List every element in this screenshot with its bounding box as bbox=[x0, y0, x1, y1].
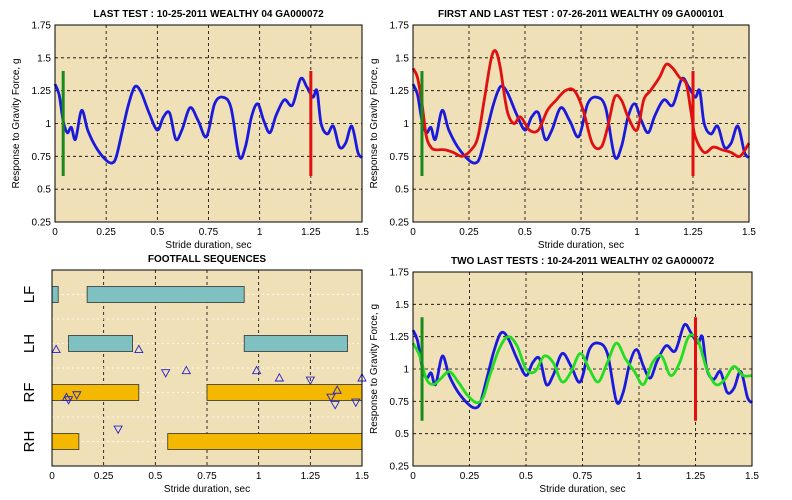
y-tick-label: 1.25 bbox=[390, 332, 410, 343]
series-line bbox=[411, 49, 751, 159]
y-tick-label: 0.25 bbox=[390, 462, 410, 473]
x-axis-label: Stride duration, sec bbox=[165, 240, 251, 251]
footfall-bar bbox=[51, 286, 59, 303]
x-tick-label: 1 bbox=[257, 227, 263, 238]
triangle-up-marker bbox=[274, 372, 285, 382]
x-tick-label: 1.5 bbox=[355, 227, 369, 238]
x-tick-label: 0.25 bbox=[459, 227, 479, 238]
triangle-down-marker bbox=[72, 391, 82, 400]
y-tick-label: 1.75 bbox=[390, 268, 410, 279]
row-label: RF bbox=[21, 383, 38, 403]
row-label: RH bbox=[21, 431, 38, 453]
footfall-bar bbox=[243, 335, 348, 352]
triangle-up-marker bbox=[251, 365, 262, 375]
y-tick-label: 1.5 bbox=[395, 53, 409, 64]
y-axis-label: Response to Gravity Force, g bbox=[11, 58, 22, 188]
x-tick-label: 0.5 bbox=[148, 471, 162, 482]
x-tick-label: 0.75 bbox=[199, 227, 219, 238]
plot-border bbox=[54, 24, 363, 223]
y-tick-label: 1.5 bbox=[395, 300, 409, 311]
y-tick-label: 1.25 bbox=[32, 86, 52, 97]
footfall-bar bbox=[86, 286, 245, 303]
x-tick-label: 0 bbox=[410, 471, 416, 482]
plot-border bbox=[51, 269, 363, 467]
x-tick-label: 1 bbox=[256, 471, 262, 482]
triangle-down-marker bbox=[113, 425, 123, 435]
y-tick-label: 1 bbox=[403, 119, 409, 130]
x-tick-label: 0.25 bbox=[460, 471, 480, 482]
x-tick-label: 0 bbox=[49, 471, 55, 482]
triangle-down-marker bbox=[330, 401, 340, 410]
x-tick-label: 0 bbox=[410, 227, 416, 238]
x-tick-label: 1.5 bbox=[742, 227, 756, 238]
triangle-up-marker bbox=[134, 344, 144, 354]
y-tick-label: 1 bbox=[403, 365, 409, 376]
x-tick-label: 0.25 bbox=[96, 227, 116, 238]
y-tick-label: 0.25 bbox=[390, 218, 410, 229]
y-tick-label: 0.75 bbox=[390, 152, 410, 163]
y-tick-label: 0.5 bbox=[395, 429, 409, 440]
y-tick-label: 1.5 bbox=[37, 53, 51, 64]
footfall-bar bbox=[167, 433, 363, 450]
x-tick-label: 0.75 bbox=[571, 227, 591, 238]
x-tick-label: 0.5 bbox=[519, 471, 533, 482]
x-tick-label: 1 bbox=[634, 227, 640, 238]
y-tick-label: 1.75 bbox=[32, 21, 52, 32]
series-line bbox=[411, 76, 751, 165]
triangle-down-marker bbox=[63, 396, 74, 405]
footfall-bar bbox=[51, 433, 80, 450]
x-axis-label: Stride duration, sec bbox=[538, 240, 624, 251]
triangle-up-marker bbox=[51, 344, 61, 354]
triangle-down-marker bbox=[305, 376, 316, 386]
plot-border bbox=[412, 271, 753, 467]
x-axis-label: Stride duration, sec bbox=[164, 484, 250, 495]
y-axis-label: Response to Gravity Force, g bbox=[369, 58, 380, 188]
triangle-up-marker bbox=[332, 385, 342, 394]
x-axis-label: Stride duration, sec bbox=[539, 484, 625, 495]
chart-title: LAST TEST : 10-25-2011 WEALTHY 04 GA0000… bbox=[93, 9, 324, 20]
x-tick-label: 1.25 bbox=[686, 471, 706, 482]
y-tick-label: 0.75 bbox=[32, 152, 52, 163]
x-tick-label: 1.25 bbox=[683, 227, 703, 238]
y-tick-label: 0.5 bbox=[37, 185, 51, 196]
row-label: LH bbox=[21, 334, 38, 353]
x-tick-label: 1.5 bbox=[355, 471, 369, 482]
row-label: LF bbox=[21, 286, 38, 304]
y-tick-label: 0.25 bbox=[32, 218, 52, 229]
y-tick-label: 0.5 bbox=[395, 185, 409, 196]
triangle-down-marker bbox=[326, 393, 336, 403]
y-tick-label: 1.75 bbox=[390, 21, 410, 32]
series-line bbox=[411, 333, 753, 405]
y-axis-label: Response to Gravity Force, g bbox=[369, 304, 380, 434]
x-tick-label: 1.25 bbox=[301, 471, 321, 482]
triangle-up-marker bbox=[181, 365, 192, 375]
plot-border bbox=[412, 24, 750, 223]
series-line bbox=[53, 76, 364, 165]
chart-title: FOOTFALL SEQUENCES bbox=[148, 254, 266, 265]
x-tick-label: 0.25 bbox=[94, 471, 114, 482]
x-tick-label: 1.5 bbox=[745, 471, 759, 482]
y-tick-label: 1 bbox=[45, 119, 51, 130]
y-tick-label: 0.75 bbox=[390, 397, 410, 408]
x-tick-label: 0.5 bbox=[518, 227, 532, 238]
triangle-down-marker bbox=[160, 369, 171, 378]
chart-title: FIRST AND LAST TEST : 07-26-2011 WEALTHY… bbox=[438, 9, 724, 20]
footfall-bar bbox=[206, 384, 363, 401]
triangle-down-marker bbox=[351, 398, 361, 408]
x-tick-label: 1 bbox=[636, 471, 642, 482]
series-line bbox=[411, 322, 753, 410]
x-tick-label: 0.75 bbox=[573, 471, 593, 482]
footfall-bar bbox=[68, 335, 133, 352]
x-tick-label: 1.25 bbox=[301, 227, 321, 238]
chart-title: TWO LAST TESTS : 10-24-2011 WEALTHY 02 G… bbox=[451, 256, 714, 267]
x-tick-label: 0 bbox=[52, 227, 58, 238]
x-tick-label: 0.75 bbox=[197, 471, 217, 482]
x-tick-label: 0.5 bbox=[150, 227, 164, 238]
y-tick-label: 1.25 bbox=[390, 86, 410, 97]
